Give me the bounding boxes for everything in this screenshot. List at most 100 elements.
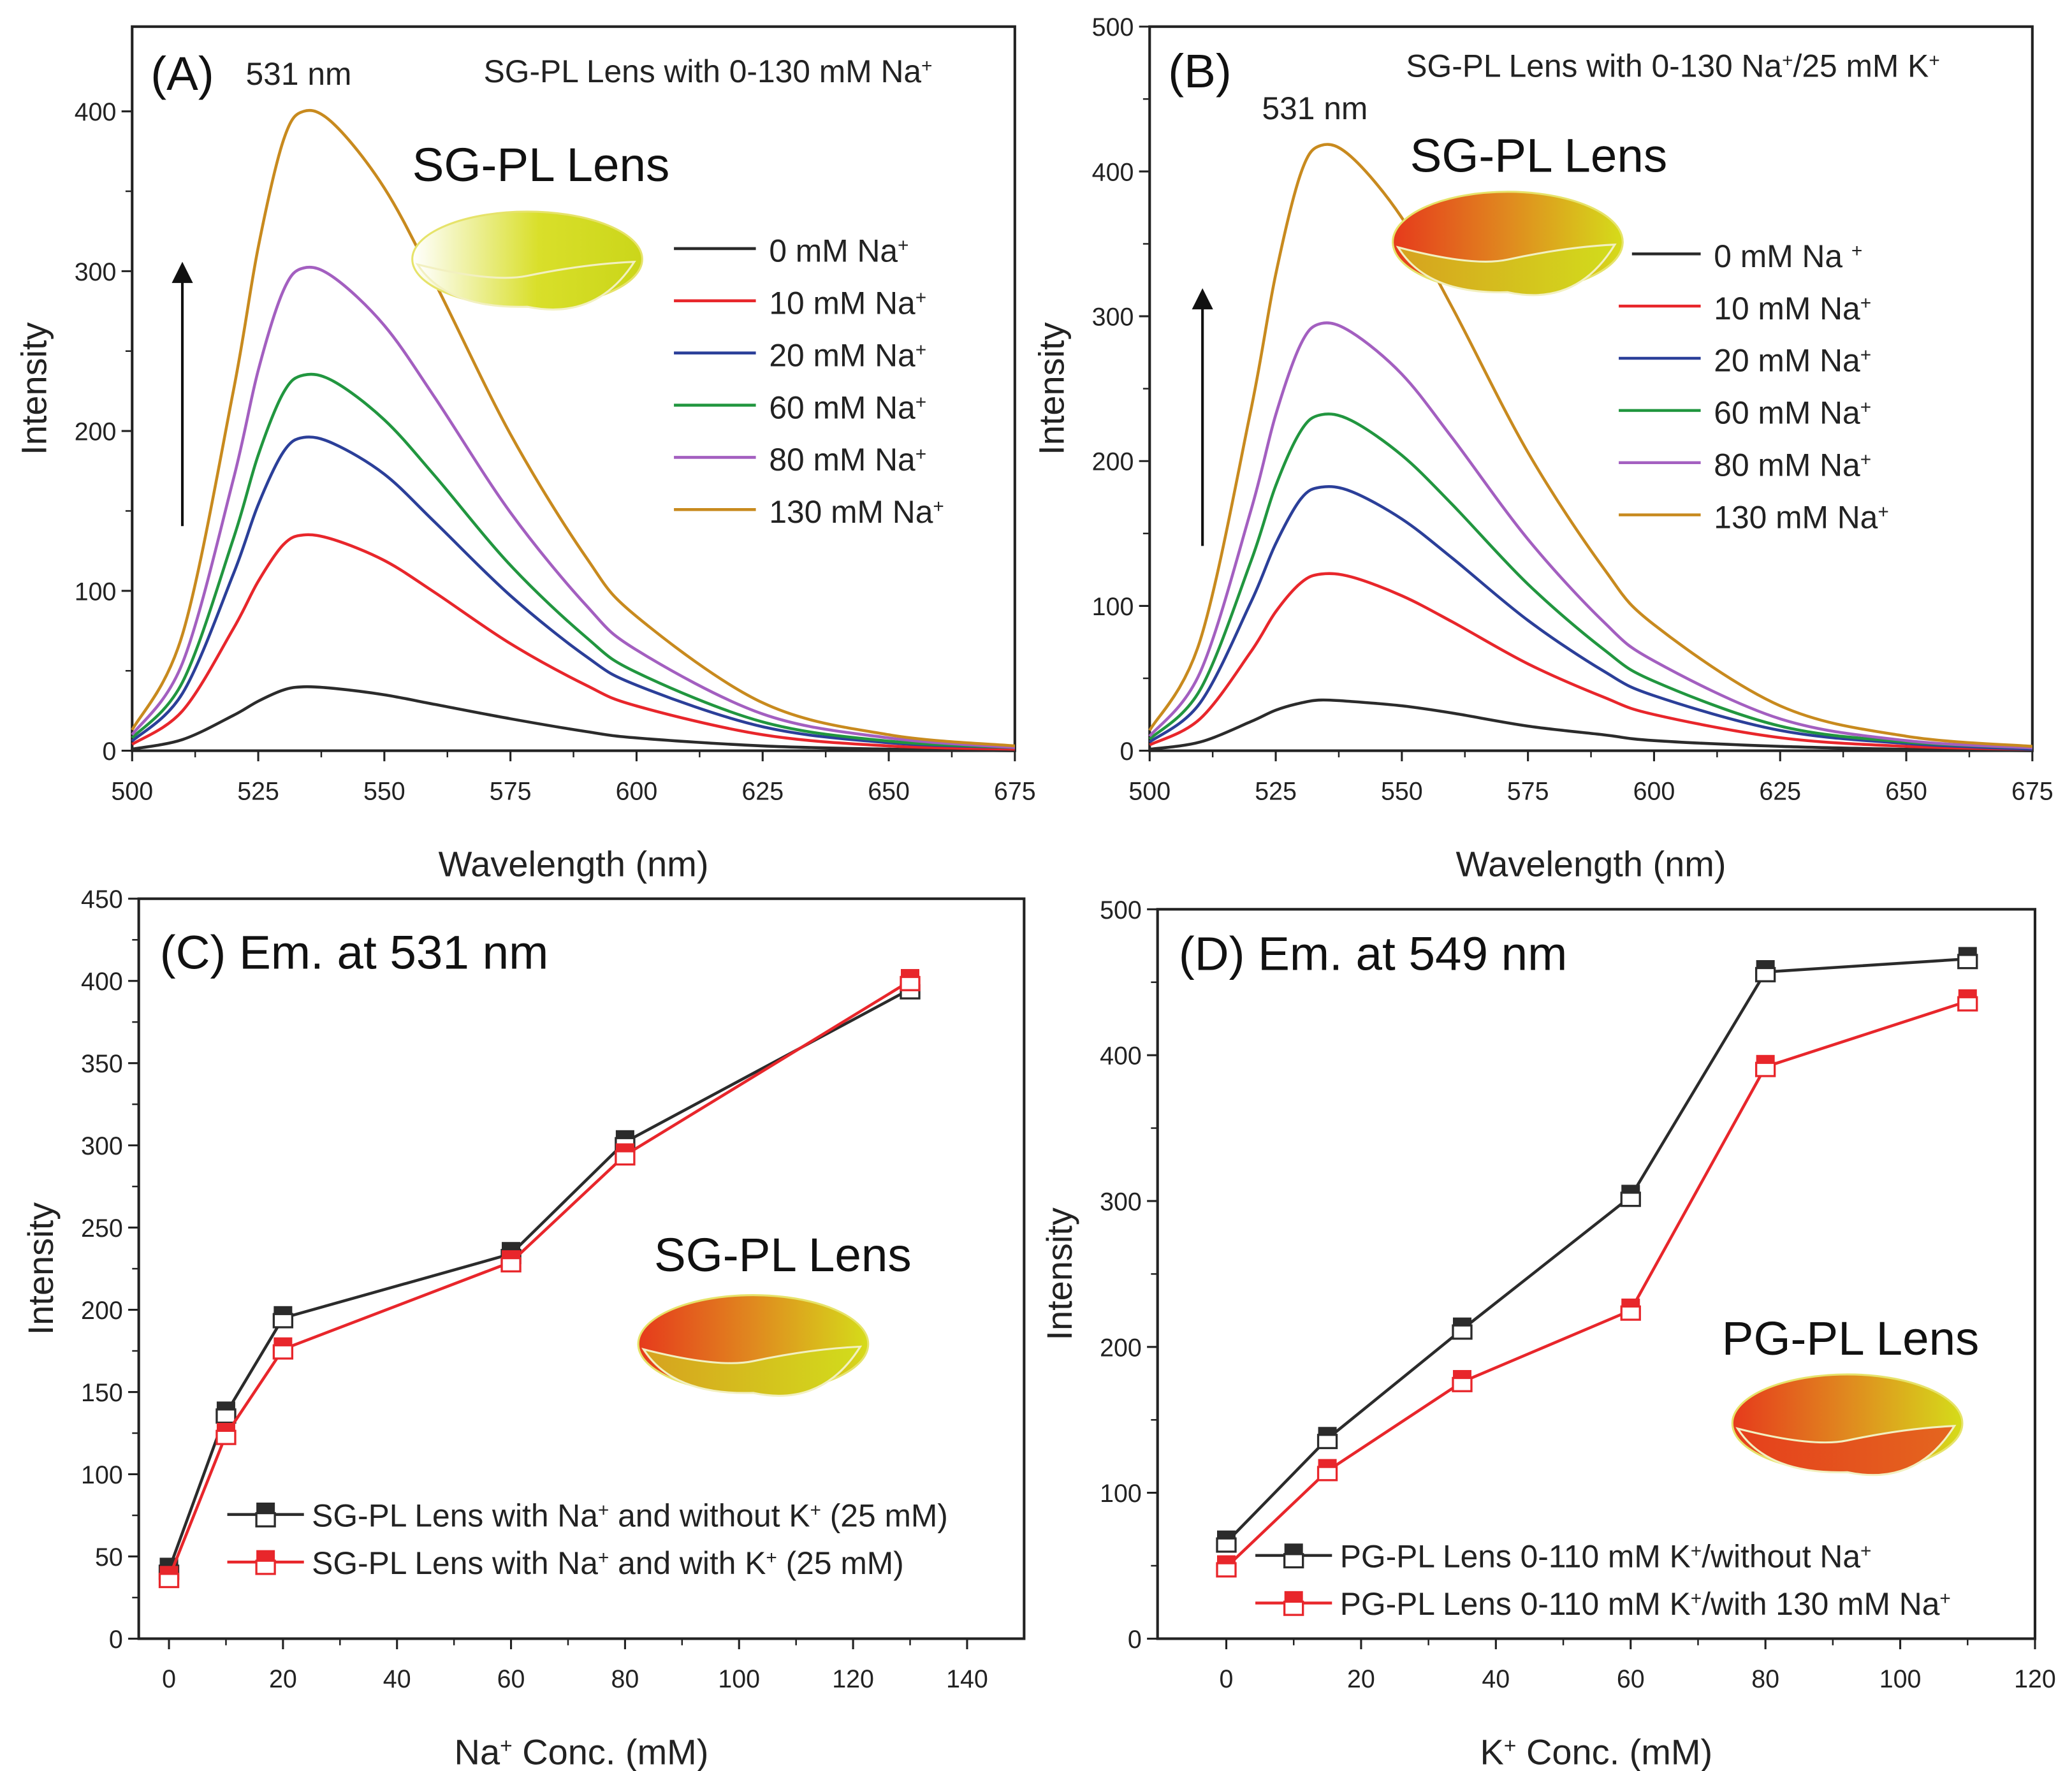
superscript: + — [766, 1547, 777, 1568]
superscript: + — [1860, 397, 1871, 418]
text-part: PG-PL Lens 0-110 mM K — [1340, 1539, 1691, 1575]
y-tick-label: 400 — [81, 968, 123, 996]
text-part: (25 mM) — [777, 1545, 904, 1581]
x-tick-label: 120 — [2014, 1665, 2056, 1693]
series-line — [1149, 698, 2032, 752]
series-line — [1149, 572, 2032, 751]
x-tick-label: 140 — [946, 1665, 988, 1693]
lens-bottom — [415, 261, 636, 311]
legend-label: PG-PL Lens 0-110 mM K+/with 130 mM Na+ — [1340, 1586, 1951, 1622]
y-tick-label: 450 — [81, 885, 123, 914]
legend-label: 130 mM Na+ — [769, 494, 944, 530]
text-part: 20 mM Na — [1714, 343, 1860, 379]
marker-open — [1216, 1537, 1237, 1553]
arrow-head — [171, 261, 193, 283]
superscript: + — [916, 444, 926, 465]
series-line — [131, 265, 1016, 749]
lens-image — [1731, 1373, 1964, 1476]
legend-label: 20 mM Na+ — [769, 337, 926, 373]
marker-open — [272, 1313, 294, 1329]
plot-frame — [1156, 908, 2037, 1640]
text-part: 0 mM Na — [1714, 238, 1851, 274]
condition-note: SG-PL Lens with 0-130 mM Na+ — [484, 54, 933, 89]
marker-open — [1452, 1324, 1473, 1340]
text-part: 10 mM Na — [1714, 291, 1860, 326]
y-tick-label: 500 — [1100, 896, 1142, 924]
marker-open — [1620, 1305, 1641, 1321]
x-tick-label: 80 — [1751, 1665, 1779, 1693]
legend-label: 60 mM Na+ — [769, 390, 926, 425]
superscript: + — [1851, 240, 1862, 261]
legend-label: 10 mM Na+ — [1714, 291, 1871, 326]
legend-marker — [1284, 1543, 1303, 1554]
panel-b: 500 525 550 575 600 625 650 675 0 100 200 300 400 500… — [1032, 13, 2054, 884]
superscript: + — [1782, 50, 1793, 71]
superscript: + — [898, 235, 908, 256]
arrow-head — [1192, 288, 1213, 310]
series-line — [131, 435, 1015, 749]
y-tick-label: 300 — [75, 258, 117, 286]
x-tick-label: 100 — [718, 1665, 760, 1693]
y-axis-label: Intensity — [1039, 1207, 1079, 1340]
marker-open — [1620, 1192, 1641, 1207]
text-part: 20 mM Na — [769, 337, 916, 373]
superscript: + — [1929, 50, 1939, 71]
x-tick-label: 60 — [497, 1665, 525, 1693]
x-tick-label: 650 — [868, 777, 910, 805]
superscript: + — [921, 55, 932, 76]
marker-open — [1957, 996, 1978, 1012]
x-tick-label: 550 — [363, 777, 405, 805]
legend-marker — [256, 1550, 275, 1561]
text-part: Na — [455, 1731, 500, 1771]
text-part: 10 mM Na — [769, 286, 916, 321]
x-tick-label: 80 — [611, 1665, 639, 1693]
x-tick-label: 650 — [1885, 777, 1927, 805]
series-line — [131, 108, 1016, 748]
text-part: SG-PL Lens with Na — [312, 1498, 598, 1533]
y-tick-label: 0 — [102, 738, 116, 766]
series-line — [1225, 1000, 1968, 1568]
y-tick-label: 0 — [109, 1626, 123, 1654]
legend-label: 10 mM Na+ — [769, 286, 926, 321]
marker-open — [1317, 1466, 1338, 1482]
y-tick-label: 100 — [1092, 593, 1134, 621]
x-tick-label: 575 — [1507, 777, 1549, 805]
text-part: /without Na — [1702, 1539, 1860, 1575]
series-line — [1148, 321, 2032, 750]
superscript: + — [598, 1499, 609, 1520]
text-part: 80 mM Na — [769, 442, 916, 477]
condition-note: SG-PL Lens with 0-130 Na+/25 mM K+ — [1406, 48, 1939, 84]
panel-d: 0 20 40 60 80 100 120 0 100 200 300 400 500 Intensity… — [1039, 896, 2056, 1771]
legend-marker — [256, 1502, 275, 1513]
legend-marker — [255, 1559, 276, 1575]
superscript: + — [1504, 1734, 1517, 1758]
superscript: + — [1691, 1588, 1702, 1609]
series-line — [131, 372, 1015, 749]
marker-open — [1755, 966, 1776, 982]
text-part: Wavelength (nm) — [439, 843, 709, 884]
text-part: SG-PL Lens with Na — [312, 1545, 598, 1581]
text-part: SG-PL Lens with 0-130 Na — [1406, 48, 1782, 84]
superscript: + — [916, 339, 926, 360]
text-part: 80 mM Na — [1714, 447, 1860, 483]
text-part: 130 mM Na — [1714, 499, 1878, 535]
y-tick-label: 200 — [1100, 1334, 1142, 1362]
legend-marker — [255, 1512, 276, 1527]
panel-c: 0 20 40 60 80 100 120 140 0 50 100 150 200 250 300 350 4… — [20, 885, 1026, 1771]
y-axis-label: Intensity — [1032, 322, 1072, 455]
y-tick-label: 100 — [81, 1461, 123, 1489]
y-tick-label: 0 — [1128, 1626, 1142, 1654]
text-part: PG-PL Lens 0-110 mM K — [1340, 1586, 1691, 1622]
x-tick-label: 40 — [383, 1665, 411, 1693]
series-line — [1225, 957, 1968, 1544]
x-tick-label: 625 — [741, 777, 784, 805]
legend-label: SG-PL Lens with Na+ and without K+ (25 m… — [312, 1498, 948, 1533]
series-line — [1148, 412, 2032, 750]
y-tick-label: 400 — [75, 98, 117, 126]
marker-open — [215, 1408, 237, 1424]
lens-image — [637, 1294, 870, 1397]
y-tick-label: 200 — [75, 418, 117, 446]
superscript: + — [916, 287, 926, 308]
superscript: + — [810, 1499, 821, 1520]
